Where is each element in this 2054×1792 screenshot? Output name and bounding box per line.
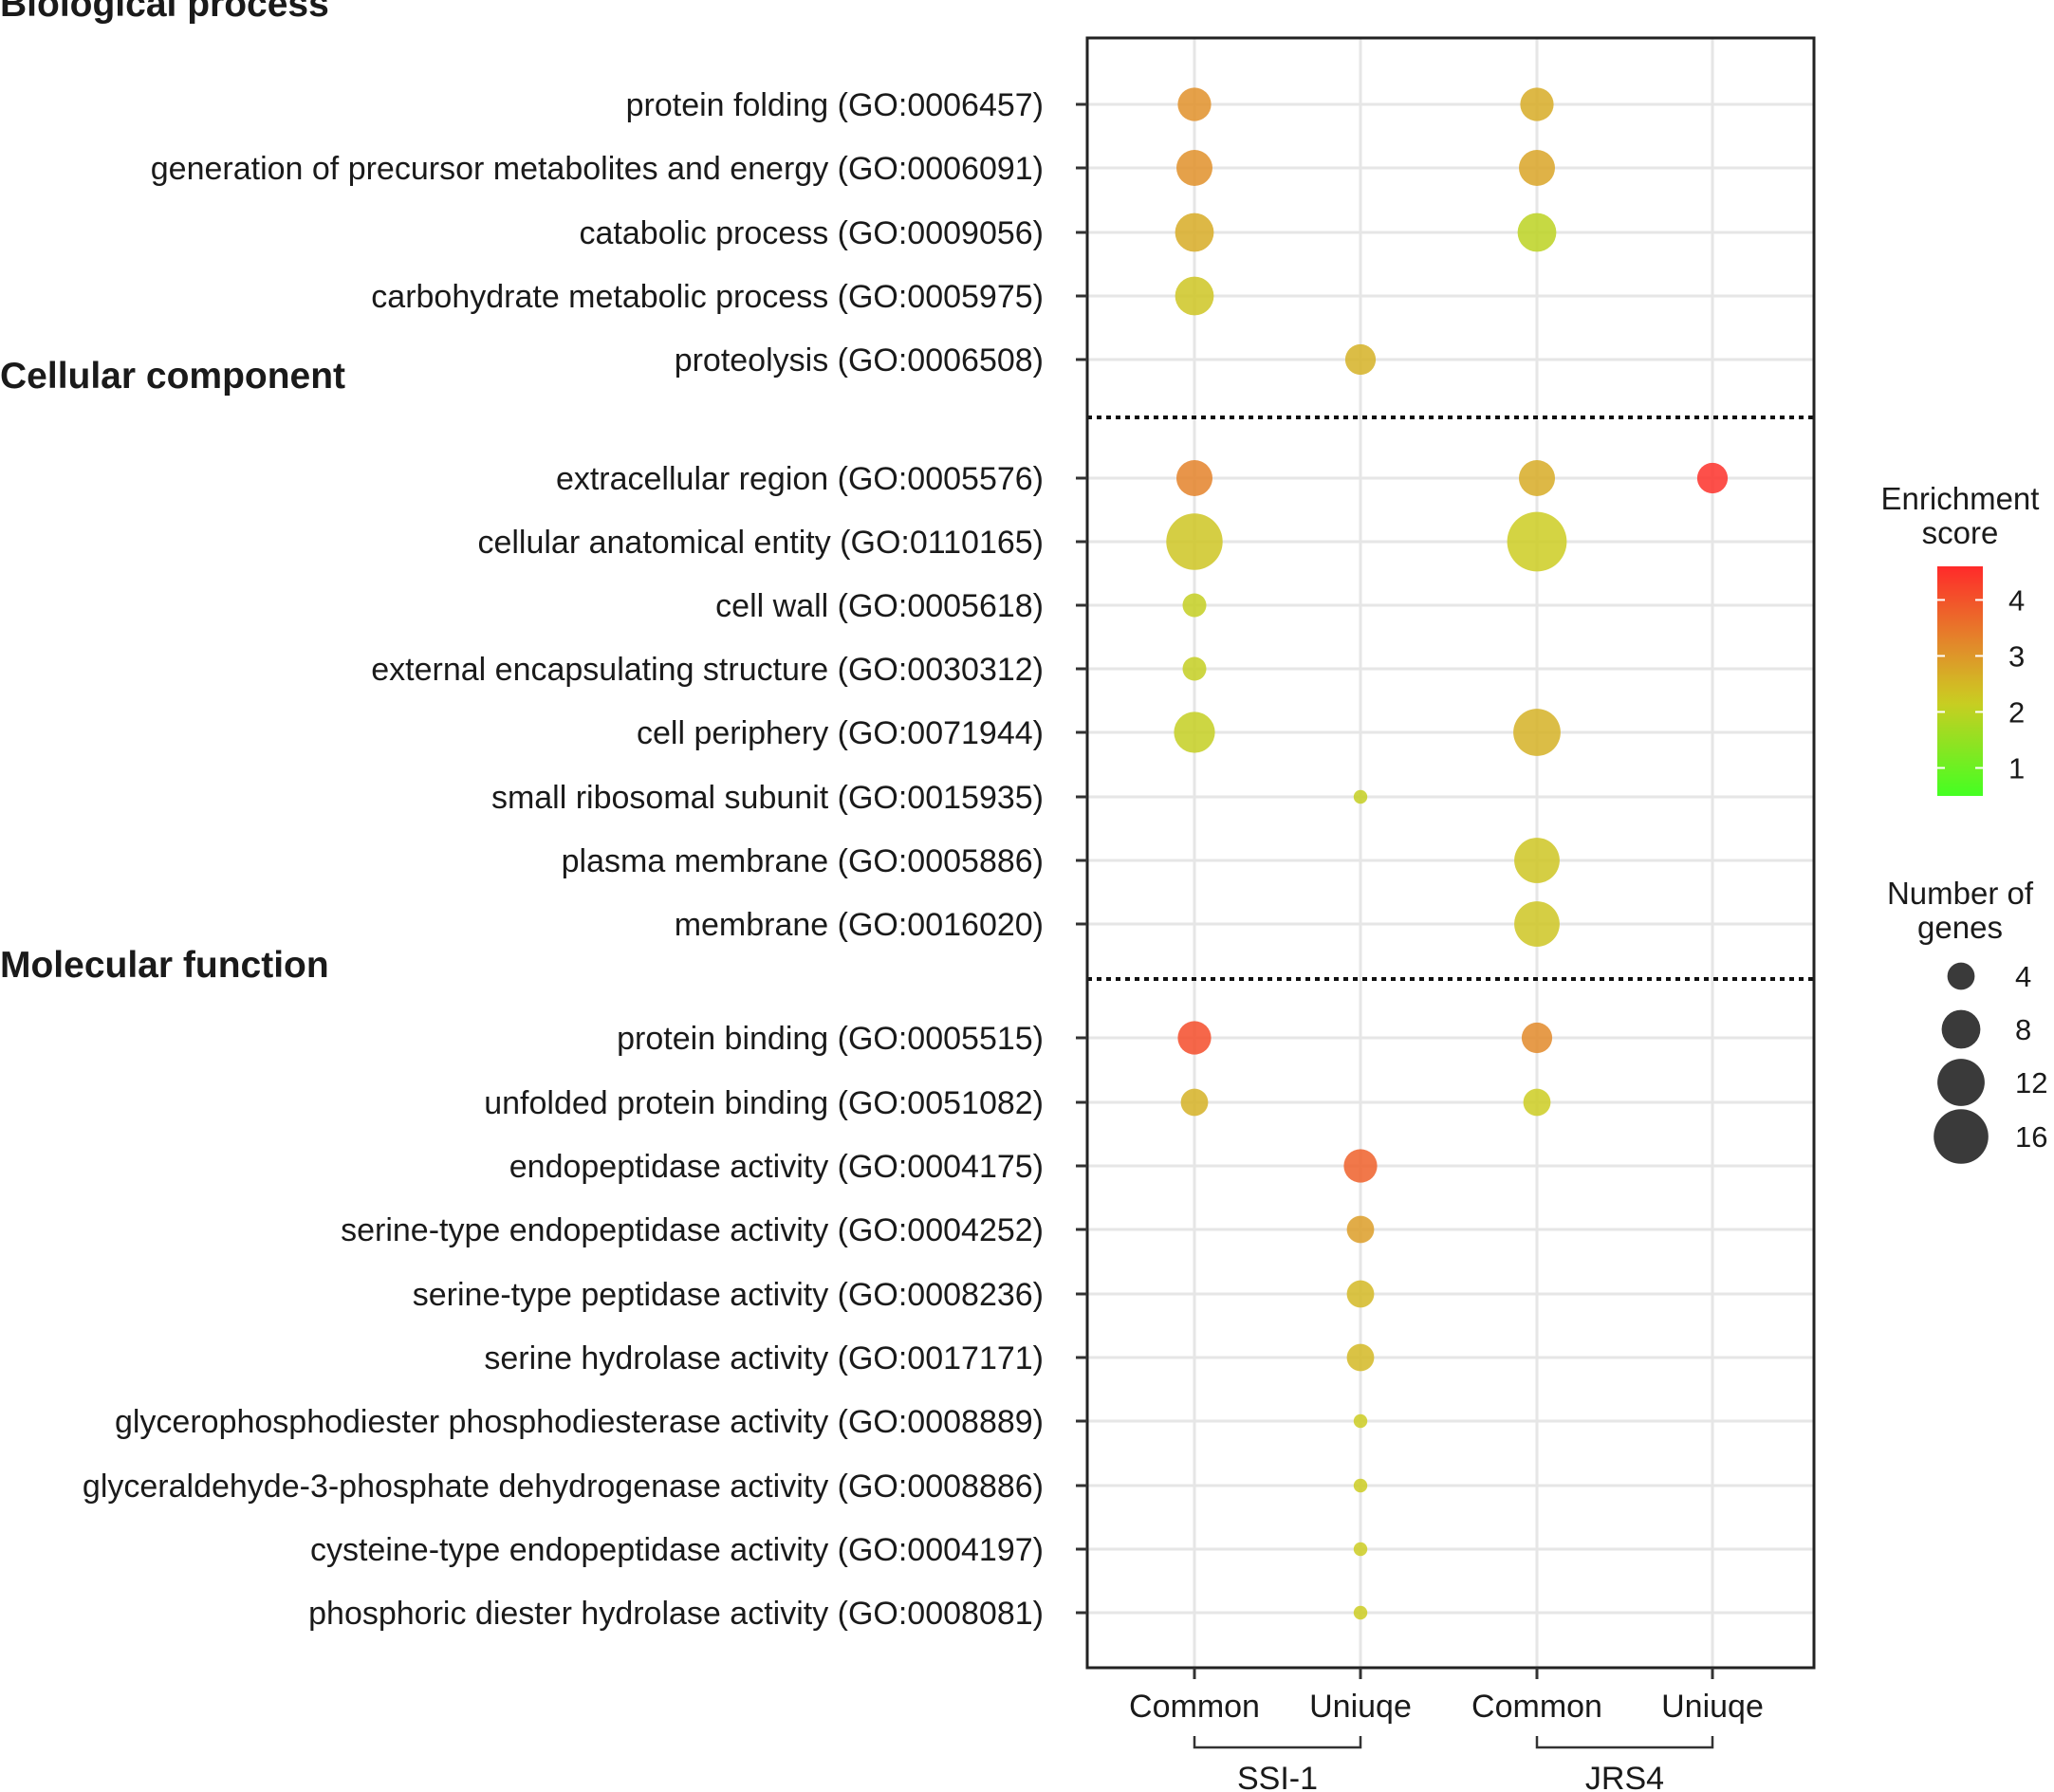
size-legend-circle [1937, 1059, 1985, 1106]
data-point [1353, 789, 1368, 804]
data-point [1175, 212, 1214, 252]
size-legend-circle [1941, 1009, 1981, 1049]
data-point [1507, 511, 1567, 572]
x-axis: Common Uniuqe Common Uniuqe SSI-1 JRS4 [1129, 1668, 1764, 1792]
y-tick-label: generation of precursor metabolites and … [151, 151, 1044, 187]
y-tick-label: glyceraldehyde-3-phosphate dehydrogenase… [83, 1469, 1044, 1505]
y-tick-label: membrane (GO:0016020) [675, 907, 1044, 943]
y-tick-label: cysteine-type endopeptidase activity (GO… [310, 1532, 1044, 1568]
data-point [1175, 276, 1214, 316]
section-title: Cellular component [0, 356, 345, 397]
size-legend-circle [1934, 1109, 1989, 1164]
y-axis: Biological process Cellular component Mole… [0, 0, 1087, 1632]
data-point [1176, 460, 1212, 496]
data-point [1174, 711, 1215, 753]
size-legend-label: 4 [2015, 960, 2031, 993]
size-legend-label: 16 [2015, 1120, 2047, 1154]
data-point [1346, 1215, 1375, 1244]
color-legend-label: 2 [2008, 695, 2025, 729]
data-point [1353, 1478, 1368, 1493]
data-points [1166, 87, 1729, 1620]
color-legend-label: 1 [2008, 751, 2025, 785]
size-legend-title: genes [1917, 910, 2003, 945]
y-tick-label: serine hydrolase activity (GO:0017171) [484, 1340, 1044, 1376]
color-legend-title: Enrichment [1881, 481, 2040, 516]
y-tick-label: protein folding (GO:0006457) [626, 87, 1044, 123]
size-legend-label: 8 [2015, 1013, 2031, 1046]
data-point [1177, 1021, 1212, 1055]
color-legend-bar [1937, 566, 1983, 796]
x-tick-label: Common [1129, 1689, 1260, 1725]
y-tick-label: carbohydrate metabolic process (GO:00059… [371, 279, 1044, 315]
data-point [1344, 343, 1377, 376]
data-point [1182, 593, 1207, 618]
data-point [1177, 87, 1212, 121]
data-point [1519, 460, 1555, 496]
y-tick-label: protein binding (GO:0005515) [617, 1021, 1044, 1057]
data-point [1182, 656, 1207, 681]
data-point [1519, 150, 1555, 186]
data-point [1166, 513, 1223, 570]
y-tick-label: plasma membrane (GO:0005886) [562, 843, 1044, 879]
x-tick-label: Uniuqe [1309, 1689, 1412, 1725]
y-tick-label: external encapsulating structure (GO:003… [371, 652, 1044, 688]
data-point [1520, 87, 1554, 121]
data-point [1346, 1343, 1375, 1372]
data-point [1523, 1088, 1551, 1117]
data-point [1696, 462, 1729, 494]
color-legend-label: 4 [2008, 583, 2025, 617]
y-tick-label: cell wall (GO:0005618) [715, 588, 1044, 624]
x-tick-label: Common [1471, 1689, 1602, 1725]
y-tick-label: cell periphery (GO:0071944) [637, 715, 1044, 751]
y-tick-label: serine-type endopeptidase activity (GO:0… [341, 1212, 1044, 1248]
data-point [1180, 1088, 1209, 1117]
y-tick-label: catabolic process (GO:0009056) [580, 215, 1044, 251]
group-bracket [1535, 1736, 1714, 1749]
size-legend-circle [1947, 962, 1975, 990]
data-point [1353, 1605, 1368, 1620]
y-tick-label: unfolded protein binding (GO:0051082) [484, 1085, 1044, 1121]
group-label: SSI-1 [1237, 1761, 1318, 1792]
data-point [1521, 1022, 1553, 1054]
y-tick-label: endopeptidase activity (GO:0004175) [509, 1149, 1044, 1185]
x-tick-label: Uniuqe [1661, 1689, 1764, 1725]
plot-panel-border [1085, 36, 1816, 1670]
section-title: Molecular function [0, 945, 329, 986]
data-point [1346, 1280, 1375, 1308]
group-bracket [1193, 1736, 1362, 1749]
y-tick-label: small ribosomal subunit (GO:0015935) [491, 780, 1044, 816]
y-tick-label: proteolysis (GO:0006508) [675, 342, 1044, 379]
section-dividers [1087, 416, 1814, 981]
data-point [1514, 901, 1560, 947]
color-legend-label: 3 [2008, 639, 2025, 673]
data-point [1176, 150, 1212, 186]
y-tick-label: glycerophosphodiester phosphodiesterase … [115, 1404, 1044, 1440]
y-tick-label: cellular anatomical entity (GO:0110165) [477, 525, 1044, 561]
size-legend-label: 12 [2015, 1066, 2047, 1099]
y-tick-label: extracellular region (GO:0005576) [556, 461, 1044, 497]
data-point [1514, 838, 1560, 883]
y-tick-label: serine-type peptidase activity (GO:00082… [413, 1277, 1044, 1313]
data-point [1513, 709, 1561, 756]
color-legend-title: score [1922, 515, 1999, 550]
data-point [1517, 212, 1557, 252]
data-point [1353, 1542, 1368, 1557]
size-legend-title: Number of [1887, 876, 2034, 911]
data-point [1343, 1149, 1378, 1183]
section-title: Biological process [0, 0, 329, 25]
y-tick-label: phosphoric diester hydrolase activity (G… [308, 1596, 1044, 1632]
data-point [1353, 1413, 1368, 1429]
group-label: JRS4 [1585, 1761, 1664, 1792]
